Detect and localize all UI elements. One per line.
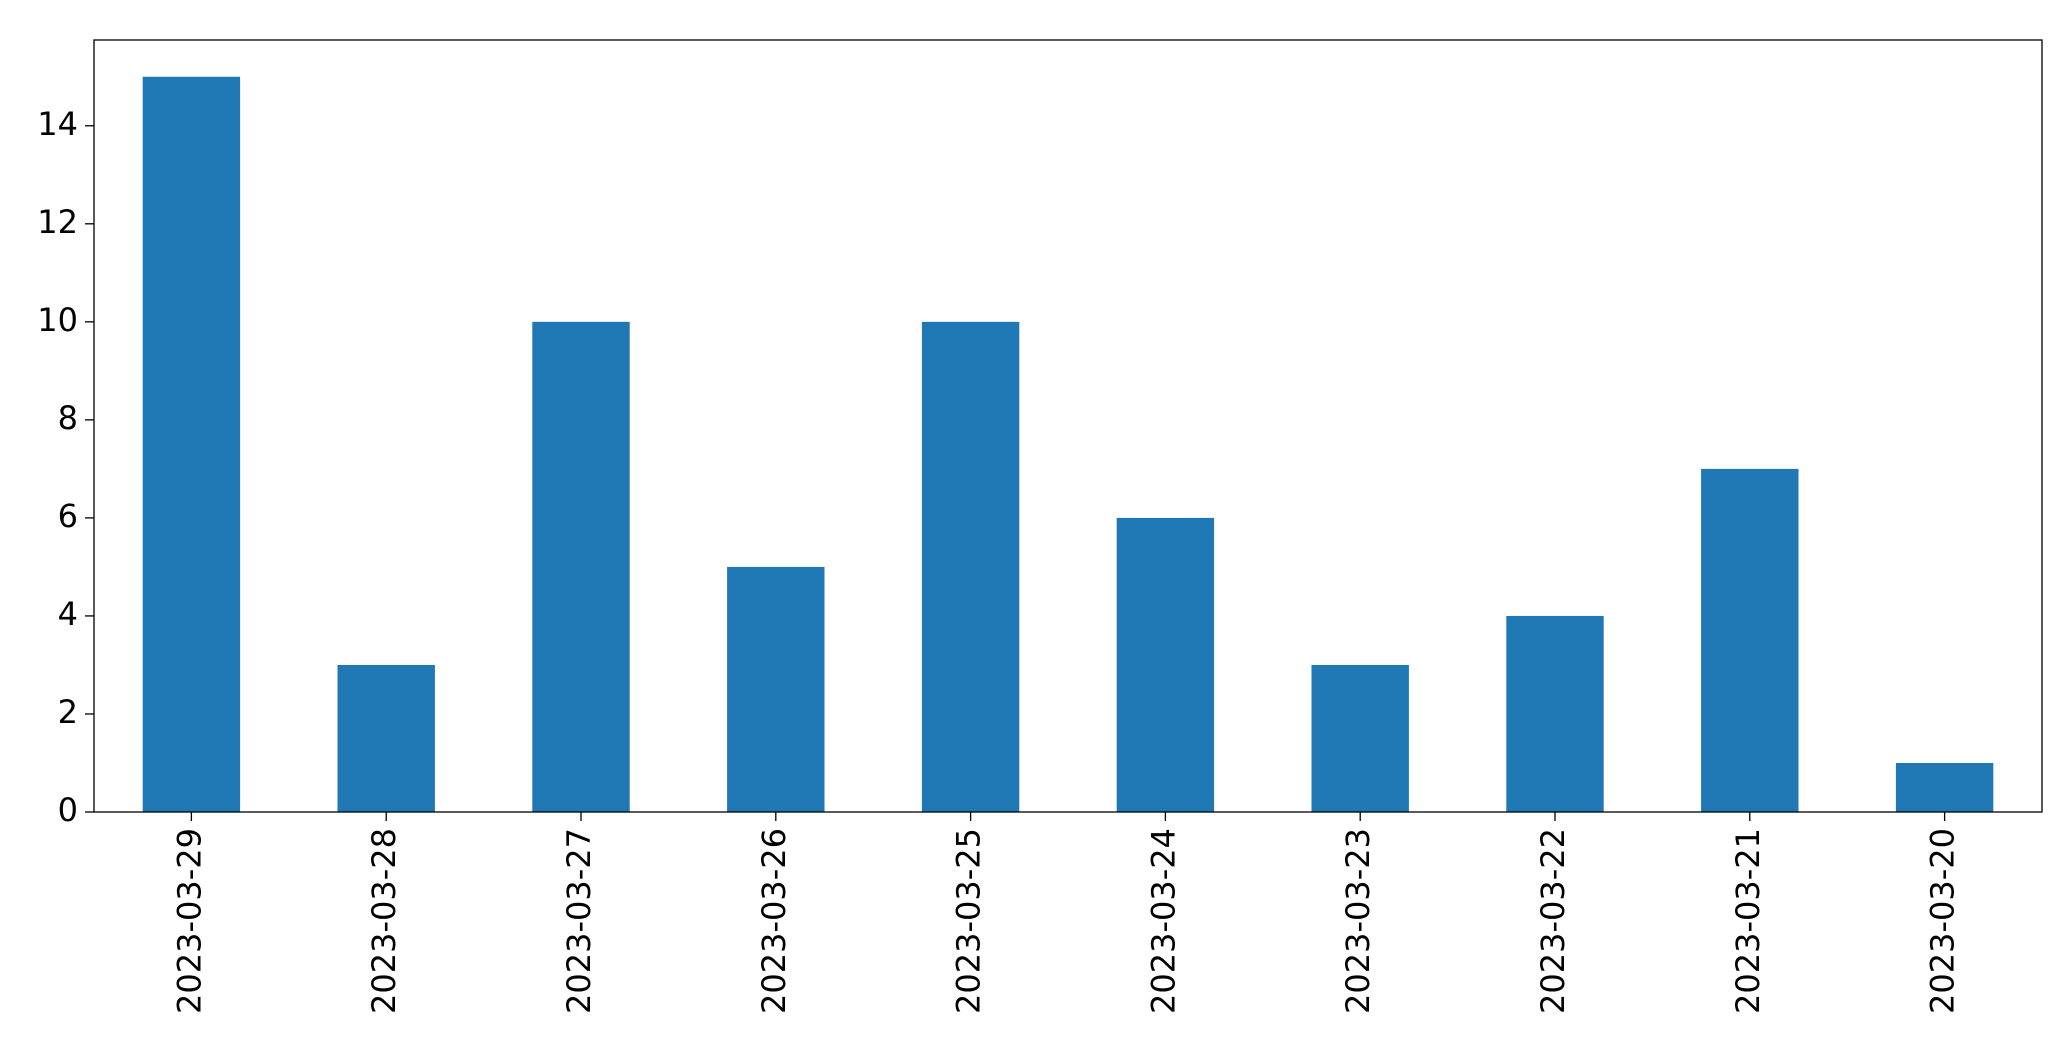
y-tick-label: 2 bbox=[58, 693, 78, 731]
y-tick-label: 8 bbox=[58, 399, 78, 437]
bar bbox=[532, 321, 630, 812]
bar bbox=[1895, 762, 1994, 812]
bar bbox=[1116, 517, 1215, 812]
x-tick-label: 2023-03-28 bbox=[365, 828, 403, 1014]
x-tick-label: 2023-03-25 bbox=[950, 828, 988, 1014]
x-tick-label: 2023-03-24 bbox=[1144, 828, 1182, 1014]
y-tick-label: 4 bbox=[58, 595, 78, 633]
y-tick-label: 6 bbox=[58, 497, 78, 535]
bar bbox=[337, 664, 435, 812]
bar bbox=[1506, 615, 1604, 812]
bar bbox=[142, 76, 241, 812]
bar bbox=[727, 566, 825, 812]
x-tick-label: 2023-03-22 bbox=[1534, 828, 1572, 1014]
x-tick-label: 2023-03-27 bbox=[560, 828, 598, 1014]
x-tick-label: 2023-03-21 bbox=[1729, 828, 1767, 1014]
x-tick-label: 2023-03-26 bbox=[755, 828, 793, 1014]
y-tick-label: 0 bbox=[58, 791, 78, 829]
plot-frame bbox=[93, 39, 2043, 813]
bar bbox=[1701, 468, 1799, 812]
bar bbox=[1311, 664, 1409, 812]
y-tick-label: 10 bbox=[37, 301, 78, 339]
y-tick-label: 12 bbox=[37, 203, 78, 241]
x-tick-label: 2023-03-20 bbox=[1924, 828, 1962, 1014]
y-tick-label: 14 bbox=[37, 105, 78, 143]
bar bbox=[921, 321, 1020, 812]
x-tick-label: 2023-03-29 bbox=[170, 828, 208, 1014]
x-tick-label: 2023-03-23 bbox=[1339, 828, 1377, 1014]
